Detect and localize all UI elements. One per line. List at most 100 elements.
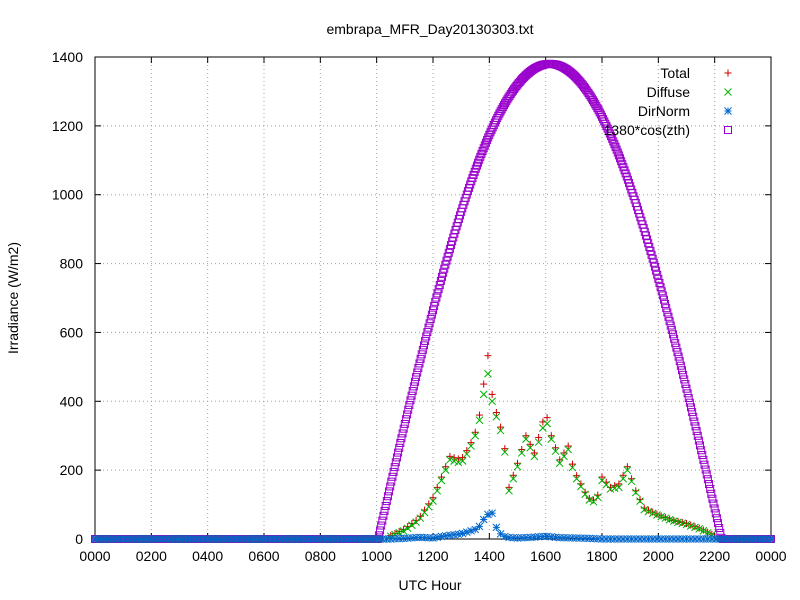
cos-zth-point [385,487,394,496]
marker-stroke [427,310,436,319]
marker-stroke [619,474,627,483]
marker-stroke [477,149,486,158]
marker-stroke [492,523,501,532]
x-axis-ticks: 0000 0200 0400 0600 0800 1000 1200 1400 1600 1800… [79,57,787,564]
cos-zth-point [421,336,430,345]
marker-stroke [429,306,437,315]
marker-stroke [399,527,408,535]
marker-stroke [433,289,442,298]
x-tick-label: 0200 [136,548,167,564]
diffuse-point [429,497,437,505]
marker-stroke [412,373,421,382]
x-tick-label: 0600 [248,548,279,564]
marker-stroke [674,518,682,527]
total-point [497,423,505,431]
marker-stroke [401,415,410,424]
marker-stroke [403,524,412,533]
marker-stroke [388,472,397,481]
total-point [564,442,572,450]
y-tick-label: 1200 [52,118,83,134]
diffuse-point [496,426,505,435]
diffuse-point [433,486,442,495]
marker-stroke [605,129,614,138]
diffuse-point [517,449,526,457]
marker-stroke [480,141,489,150]
cos-zth-point [387,477,396,486]
marker-stroke [677,366,686,375]
cos-zth-point [424,323,433,332]
cos-zth-point [680,375,689,384]
total-point [636,495,644,503]
cos-zth-point [611,142,620,151]
marker-stroke [604,127,613,136]
x-tick-label: 0000 [79,548,110,564]
marker-stroke [602,480,611,489]
marker-stroke [627,477,636,486]
total-point [399,525,407,533]
marker-stroke [422,332,431,341]
marker-stroke [398,429,407,438]
legend: Total Diffuse DirNorm 1380*cos(zth) [604,65,732,138]
marker-stroke [703,475,712,484]
total-point [475,411,483,419]
marker-stroke [415,359,424,368]
marker-stroke [555,459,564,468]
marker-stroke [598,476,606,485]
diffuse-point [686,522,695,530]
marker-stroke [492,412,501,421]
cos-zth-point [659,295,668,304]
marker-stroke [560,452,568,461]
marker-stroke [709,499,718,508]
diffuse-point [615,483,623,492]
total-point [535,433,543,441]
marker-stroke [381,501,390,510]
marker-stroke [440,264,449,273]
marker-stroke [484,133,493,142]
cos-zth-point [474,158,483,167]
marker-stroke [408,521,416,530]
marker-stroke [699,526,708,535]
dirnorm-point [433,533,442,542]
marker-stroke [547,532,556,541]
x-tick-label: 1000 [361,548,392,564]
diffuse-point [488,397,497,406]
cos-zth-point [701,465,710,474]
marker-stroke [690,417,699,426]
marker-stroke [420,508,429,517]
y-tick-label: 0 [75,531,83,547]
marker-stroke [395,443,404,452]
cos-zth-point [685,398,694,407]
marker-stroke [698,451,707,460]
marker-stroke [410,377,419,386]
cos-zth-point [396,439,405,448]
total-point [619,471,627,479]
marker-stroke [484,369,492,378]
cos-zth-point [677,366,686,375]
marker-stroke [475,522,484,531]
marker-stroke [436,276,445,285]
marker-stroke [418,345,427,354]
legend-marker [724,69,732,77]
marker-stroke [430,302,439,311]
cos-zth-point [682,384,691,393]
marker-stroke [387,477,396,486]
marker-stroke [662,304,671,313]
cos-zth-point [376,526,385,535]
marker-stroke [551,447,560,456]
cos-zth-point [653,270,662,279]
marker-stroke [476,152,485,161]
cos-zth-point [389,467,398,476]
cos-zth-point [671,339,680,348]
marker-stroke [678,519,687,528]
marker-stroke [688,408,697,417]
dirnorm-point [492,523,501,532]
marker-stroke [437,476,446,485]
marker-stroke [397,434,406,443]
marker-stroke [661,299,670,308]
cos-zth-point [400,419,409,428]
marker-stroke [454,458,463,467]
cos-zth-point [614,151,623,160]
total-point [547,432,555,440]
marker-stroke [636,497,644,505]
